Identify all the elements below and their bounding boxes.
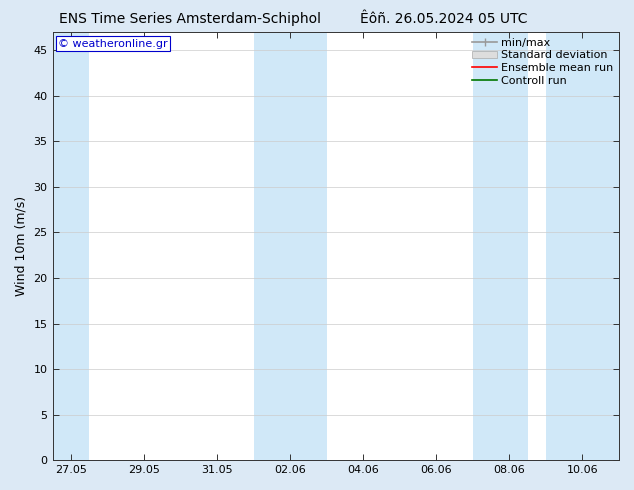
Bar — [254, 32, 327, 460]
Text: © weatheronline.gr: © weatheronline.gr — [58, 39, 168, 49]
Bar — [473, 32, 527, 460]
Text: Êôñ. 26.05.2024 05 UTC: Êôñ. 26.05.2024 05 UTC — [360, 12, 527, 26]
Y-axis label: Wind 10m (m/s): Wind 10m (m/s) — [15, 196, 28, 296]
Legend: min/max, Standard deviation, Ensemble mean run, Controll run: min/max, Standard deviation, Ensemble me… — [469, 34, 617, 89]
Text: ENS Time Series Amsterdam-Schiphol: ENS Time Series Amsterdam-Schiphol — [59, 12, 321, 26]
Bar — [53, 32, 89, 460]
Bar — [546, 32, 619, 460]
